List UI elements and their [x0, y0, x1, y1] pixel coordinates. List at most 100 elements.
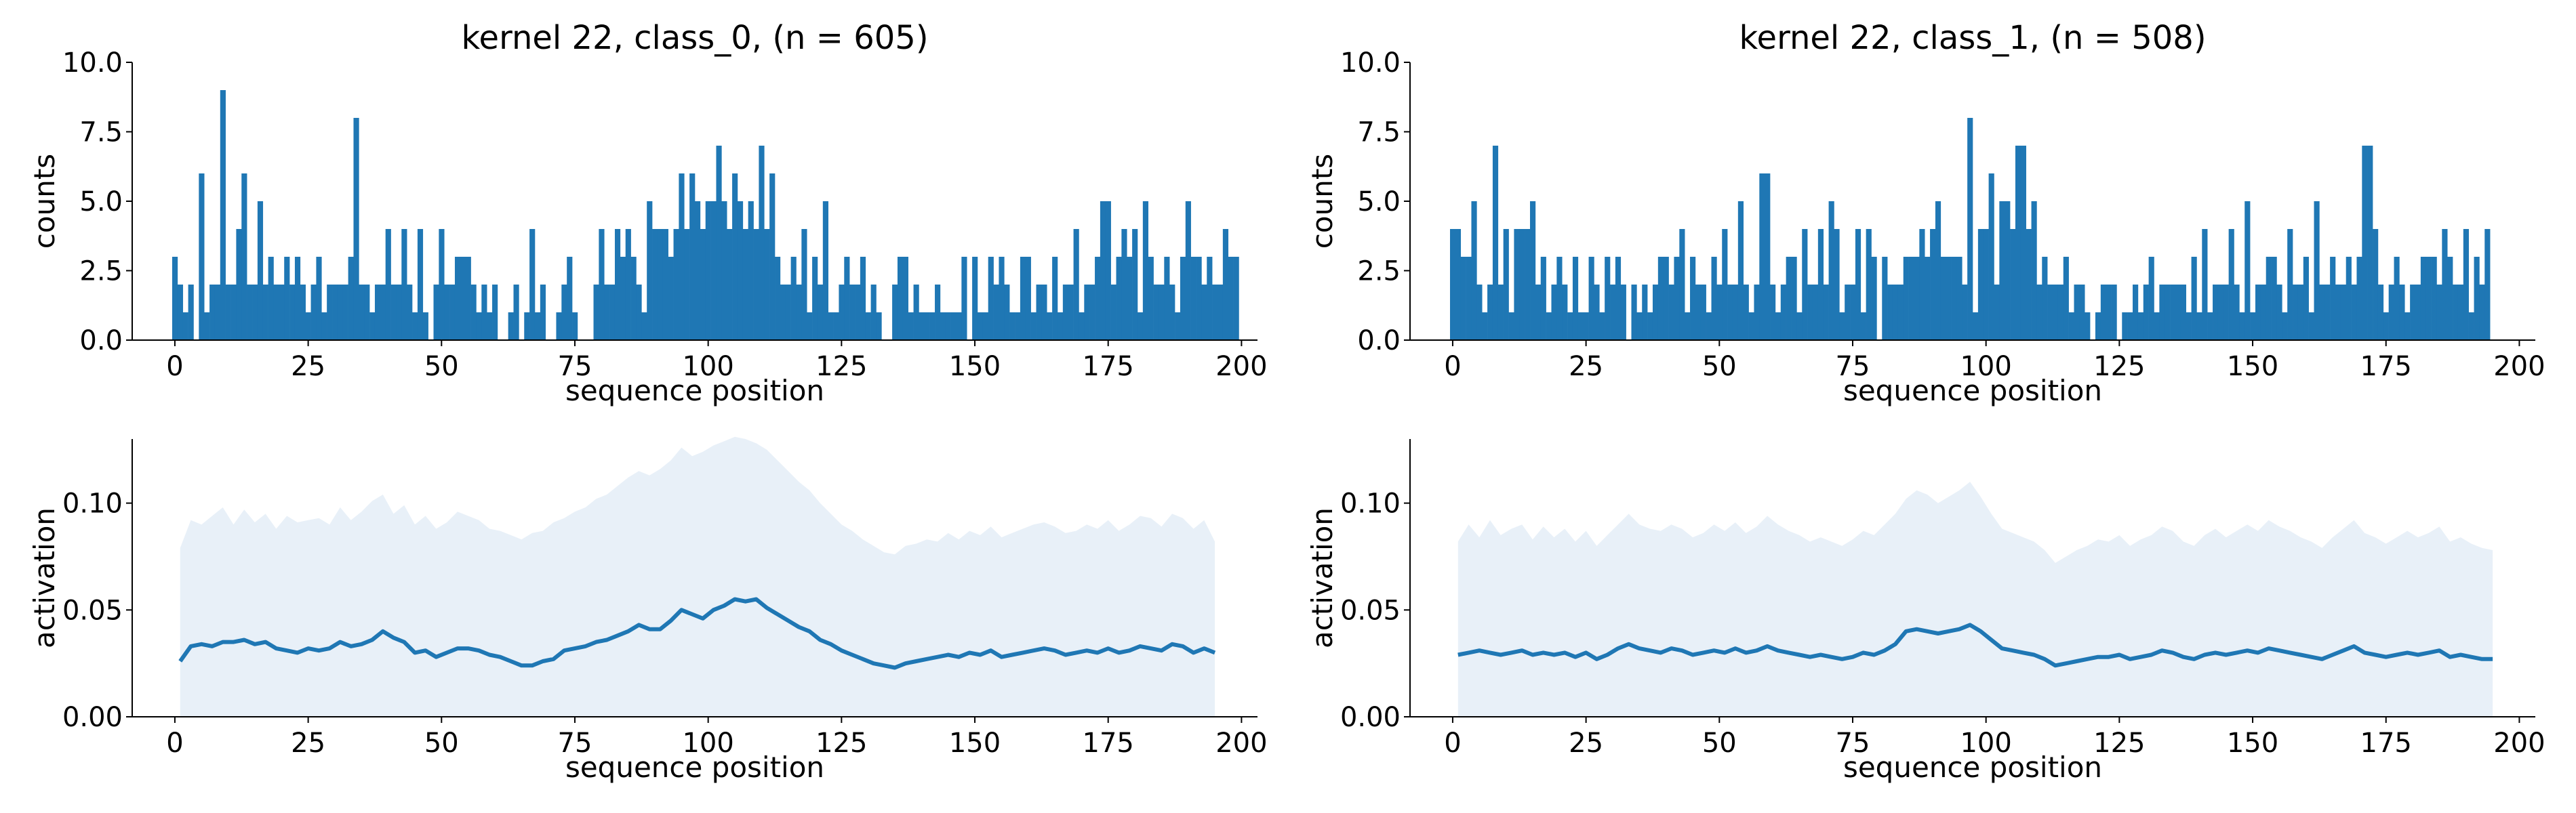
- bar: [700, 229, 706, 340]
- bar: [1685, 312, 1691, 340]
- x-tick-label: 0: [166, 728, 183, 759]
- y-tick-label: 10.0: [1340, 47, 1401, 79]
- bar: [2255, 285, 2261, 340]
- bar: [2431, 257, 2437, 340]
- bar: [1716, 285, 1723, 340]
- bar: [2159, 285, 2165, 340]
- y-tick-label: 0.05: [62, 595, 123, 626]
- activation-band: [1457, 482, 2493, 717]
- x-tick-label: 100: [1960, 728, 2011, 759]
- bar: [374, 285, 381, 340]
- bar: [769, 173, 776, 340]
- bar: [1903, 257, 1909, 340]
- bar: [924, 312, 930, 340]
- bar: [1860, 312, 1866, 340]
- x-tick-label: 0: [1444, 728, 1461, 759]
- bar: [2282, 312, 2288, 340]
- bar: [2420, 257, 2427, 340]
- bar: [1663, 257, 1669, 340]
- bar: [2325, 285, 2331, 340]
- bar: [2410, 285, 2416, 340]
- bar: [1164, 257, 1170, 340]
- x-tick-label: 25: [291, 728, 325, 759]
- bar: [422, 312, 428, 340]
- hist-class0-panel: 0 25 50 75 100 125 150 175 200 0.0 2.5 5.0 7.5 10.0 se…: [28, 19, 1268, 407]
- bar: [999, 257, 1005, 340]
- bar: [470, 285, 477, 340]
- bar: [199, 173, 205, 340]
- bar: [2165, 285, 2171, 340]
- bar: [1487, 285, 1493, 340]
- bar: [2122, 312, 2128, 340]
- x-tick-label: 125: [2093, 351, 2145, 382]
- bar: [1812, 285, 1819, 340]
- bar: [1599, 312, 1605, 340]
- bar: [993, 285, 999, 340]
- bar: [1967, 118, 1973, 340]
- bar: [849, 285, 856, 340]
- bar: [1530, 201, 1536, 340]
- bar: [2394, 257, 2400, 340]
- bar: [684, 229, 690, 340]
- bar: [727, 229, 733, 340]
- bar: [454, 257, 461, 340]
- bar: [1222, 229, 1229, 340]
- bar: [182, 312, 188, 340]
- bar: [342, 285, 348, 340]
- bar: [1460, 257, 1466, 340]
- bar: [1977, 229, 1984, 340]
- bar: [1540, 257, 1546, 340]
- bar: [1754, 285, 1760, 340]
- y-tick-label: 0.10: [1340, 488, 1401, 520]
- bar: [2351, 285, 2357, 340]
- bar: [695, 201, 701, 340]
- bar: [529, 229, 536, 340]
- bar: [1930, 229, 1936, 340]
- bar: [1127, 257, 1133, 340]
- bar: [433, 285, 439, 340]
- bar: [679, 173, 685, 340]
- bar: [2442, 229, 2448, 340]
- bar: [236, 229, 242, 340]
- bar: [908, 312, 914, 340]
- bar: [689, 173, 696, 340]
- bar: [1095, 257, 1101, 340]
- bar: [2457, 285, 2464, 340]
- bar: [1546, 312, 1552, 340]
- x-tick-label: 200: [2493, 351, 2545, 382]
- bar: [2319, 285, 2325, 340]
- bar: [2415, 285, 2421, 340]
- bar: [897, 257, 904, 340]
- bar: [1737, 201, 1744, 340]
- bar: [1807, 285, 1813, 340]
- x-tick-label: 125: [816, 728, 867, 759]
- bar: [2079, 285, 2085, 340]
- bar: [390, 285, 397, 340]
- bar: [2020, 146, 2026, 340]
- bar: [1089, 285, 1095, 340]
- bar: [1780, 285, 1786, 340]
- bar: [2234, 285, 2240, 340]
- bar: [1594, 285, 1600, 340]
- bar: [561, 285, 567, 340]
- x-tick-label: 175: [2360, 351, 2412, 382]
- bar: [2057, 285, 2064, 340]
- x-tick-label: 175: [1083, 728, 1134, 759]
- bar: [572, 312, 578, 340]
- bar: [609, 285, 616, 340]
- bar: [2063, 257, 2069, 340]
- bar: [1802, 229, 1808, 340]
- bar: [2127, 312, 2133, 340]
- x-tick-label: 50: [424, 351, 459, 382]
- bar: [796, 285, 802, 340]
- bar: [2377, 285, 2384, 340]
- bar: [1025, 257, 1031, 340]
- x-tick-label: 100: [1960, 351, 2011, 382]
- bar: [988, 257, 994, 340]
- bar: [1105, 201, 1111, 340]
- bar: [1988, 173, 1994, 340]
- bar: [1148, 257, 1154, 340]
- bar: [2213, 285, 2219, 340]
- bar: [1642, 285, 1648, 340]
- x-tick-label: 100: [682, 728, 733, 759]
